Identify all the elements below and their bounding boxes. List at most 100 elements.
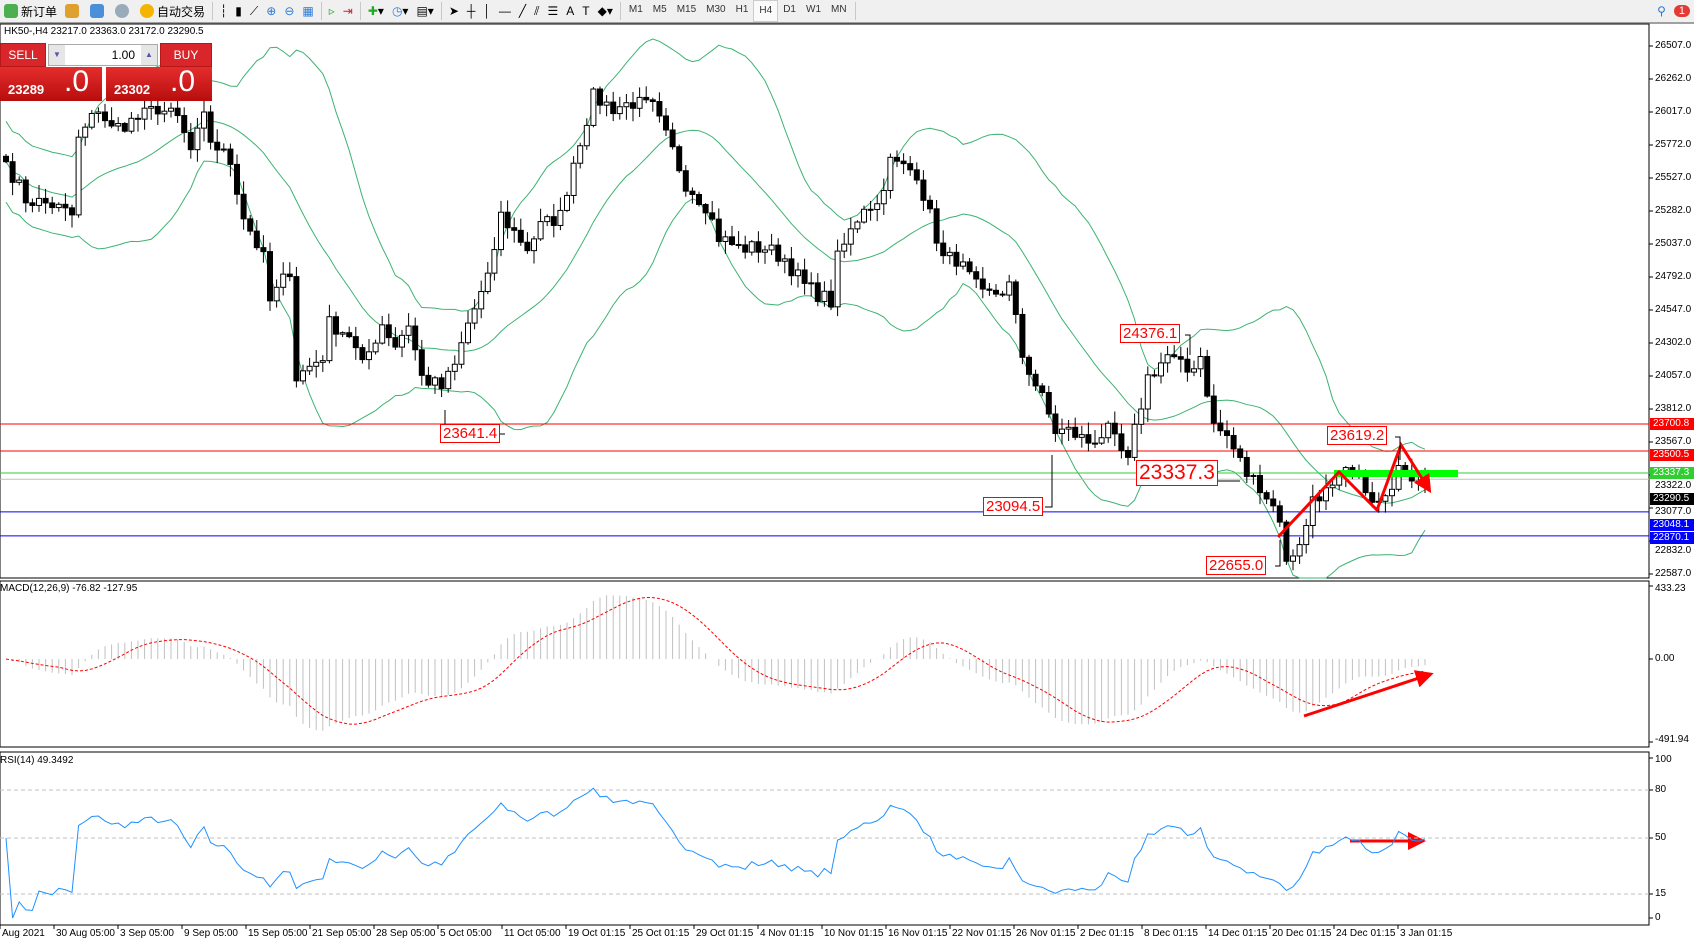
crosshair-tool[interactable]: ┼ xyxy=(463,1,480,21)
candle xyxy=(1217,409,1224,436)
candle xyxy=(616,96,623,120)
candle-chart-button[interactable]: ▮ xyxy=(231,1,246,21)
time-axis-label: 22 Nov 01:15 xyxy=(952,928,1012,939)
auto-scroll-button[interactable]: ▹ xyxy=(325,1,339,21)
indicators-button[interactable]: ✚ ▾ xyxy=(367,4,384,18)
notifications-button[interactable]: 1 xyxy=(1670,1,1694,21)
search-button[interactable]: ⚲ xyxy=(1653,1,1670,21)
price-axis-label: 26262.0 xyxy=(1655,73,1692,84)
buy-button[interactable]: BUY xyxy=(160,43,212,67)
horizontal-line-tool[interactable]: — xyxy=(495,1,515,21)
time-axis-label: 5 Oct 05:00 xyxy=(440,928,492,939)
candle xyxy=(121,122,128,133)
sell-button[interactable]: SELL xyxy=(0,43,46,67)
signals-button[interactable] xyxy=(111,1,136,21)
zoom-in-button[interactable]: ⊕ xyxy=(262,1,280,21)
candle-body xyxy=(1329,484,1336,489)
periods-button[interactable]: ◷ ▾ xyxy=(391,4,409,18)
timeframe-h1[interactable]: H1 xyxy=(735,4,749,15)
candle-body xyxy=(979,278,986,290)
candle-body xyxy=(95,111,102,114)
trendline-tool[interactable]: ╱ xyxy=(515,1,530,21)
price-axis-label: 22587.0 xyxy=(1655,568,1692,579)
timeframe-d1[interactable]: D1 xyxy=(783,4,796,15)
shapes-tool[interactable]: ◆ ▾ xyxy=(597,4,613,18)
templates-button[interactable]: ▤ ▾ xyxy=(416,4,434,18)
candle-body xyxy=(966,261,973,273)
lot-increase-button[interactable]: ▲ xyxy=(141,45,157,65)
timeframe-m15[interactable]: M15 xyxy=(676,4,697,15)
candle xyxy=(867,200,874,221)
candle-body xyxy=(577,145,584,164)
candle xyxy=(933,200,940,252)
candle xyxy=(1204,349,1211,398)
price-axis-label: 26507.0 xyxy=(1655,40,1692,51)
macd-axis-label: 0.00 xyxy=(1655,653,1675,664)
new-order-button[interactable]: 新订单 xyxy=(0,1,61,21)
candle xyxy=(564,191,570,213)
timeframe-mn[interactable]: MN xyxy=(831,4,847,15)
candle-body xyxy=(722,236,729,242)
channel-tool[interactable]: ⫽ xyxy=(530,1,543,21)
candle xyxy=(729,225,735,246)
candle xyxy=(656,92,663,123)
fibonacci-tool[interactable]: ☰ xyxy=(544,1,563,21)
lot-size-input[interactable]: ▼ 1.00 ▲ xyxy=(48,44,158,66)
timeframe-m5[interactable]: M5 xyxy=(652,4,667,15)
candle xyxy=(9,153,16,196)
timeframe-h4[interactable]: H4 xyxy=(753,0,779,22)
candle-body xyxy=(69,207,75,216)
candle-body xyxy=(306,365,313,372)
candle xyxy=(1026,354,1032,386)
timeframe-m1[interactable]: M1 xyxy=(628,4,643,15)
candle xyxy=(1164,345,1171,373)
vertical-line-tool[interactable]: │ xyxy=(479,1,495,21)
candle-body xyxy=(1092,442,1098,445)
rsi-axis-label: 0 xyxy=(1655,912,1661,923)
candle-body xyxy=(115,122,122,127)
candle xyxy=(181,107,188,143)
candle-body xyxy=(148,105,155,109)
candle xyxy=(577,142,584,169)
candle-body xyxy=(623,102,630,108)
candle-body xyxy=(755,241,762,253)
sell-price[interactable]: 23289 .0 xyxy=(0,65,102,101)
buy-price[interactable]: 23302 .0 xyxy=(106,65,212,101)
candle-body xyxy=(1078,434,1085,438)
tile-windows-button[interactable]: ▦ xyxy=(298,1,317,21)
text-label-tool[interactable]: T xyxy=(578,1,593,21)
candle xyxy=(557,197,564,231)
candle-body xyxy=(1263,492,1270,500)
text-tool[interactable]: A xyxy=(562,1,578,21)
candle xyxy=(709,200,716,221)
text-label-icon: T xyxy=(582,4,590,18)
cursor-tool[interactable]: ➤ xyxy=(445,1,463,21)
timeframe-m30[interactable]: M30 xyxy=(706,4,726,15)
candle xyxy=(201,100,207,142)
chart-shift-button[interactable]: ⇥ xyxy=(339,1,357,21)
time-axis-label: 29 Oct 01:15 xyxy=(696,928,754,939)
line-chart-button[interactable]: ⟋ xyxy=(246,1,262,21)
auto-trading-button[interactable]: 自动交易 xyxy=(136,1,209,21)
support-zone-bar[interactable] xyxy=(1334,470,1458,477)
price-arrow-path[interactable] xyxy=(1276,441,1432,539)
bar-chart-button[interactable]: ┆ xyxy=(216,1,231,21)
time-axis-label: 21 Sep 05:00 xyxy=(312,928,372,939)
trendline-icon: ╱ xyxy=(518,4,527,18)
candle-body xyxy=(1237,448,1244,458)
lot-decrease-button[interactable]: ▼ xyxy=(49,45,65,65)
macd-arrow[interactable] xyxy=(1303,670,1434,718)
candle xyxy=(16,176,23,186)
candle xyxy=(854,220,861,234)
candle xyxy=(676,144,683,174)
metaeditor-button[interactable] xyxy=(61,1,86,21)
candle xyxy=(643,86,650,104)
zoom-out-button[interactable]: ⊖ xyxy=(280,1,298,21)
terminal-button[interactable] xyxy=(86,1,111,21)
timeframe-w1[interactable]: W1 xyxy=(806,4,821,15)
candle xyxy=(1415,476,1422,491)
candle xyxy=(319,355,326,372)
candle-body xyxy=(333,316,339,335)
time-axis-label: 9 Sep 05:00 xyxy=(184,928,238,939)
